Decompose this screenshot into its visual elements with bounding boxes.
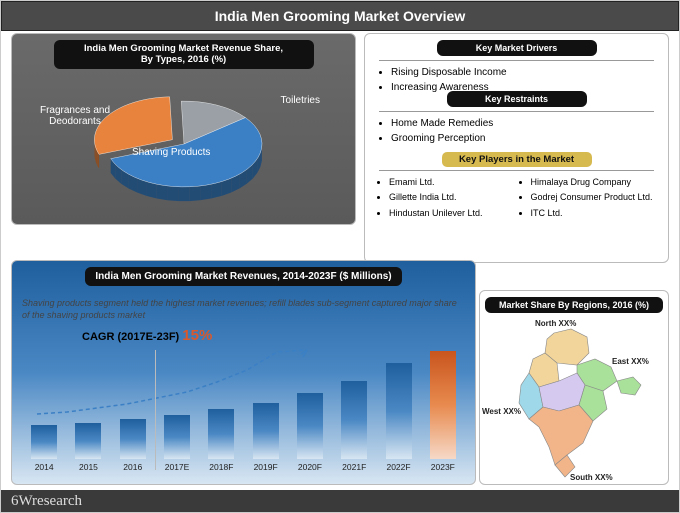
cagr-text: CAGR (2017E-23F): [82, 331, 179, 343]
pie-slice-label: Toiletries: [281, 95, 320, 106]
text-panel: Key Market Drivers Rising Disposable Inc…: [364, 33, 669, 263]
bar: [164, 415, 190, 459]
pie-slice-label: Fragrances and Deodorants: [30, 105, 120, 127]
bar-col: 2019F: [243, 403, 287, 472]
drivers-title: Key Market Drivers: [437, 40, 597, 56]
players-right: Himalaya Drug Company Godrej Consumer Pr…: [517, 175, 659, 221]
bar-year-label: 2015: [79, 462, 98, 472]
bar-year-label: 2017E: [165, 462, 190, 472]
bar-col: 2018F: [199, 409, 243, 472]
bar-year-label: 2018F: [209, 462, 233, 472]
pie-panel: India Men Grooming Market Revenue Share,…: [11, 33, 356, 225]
bar: [253, 403, 279, 459]
players-columns: Emami Ltd. Gillette India Ltd. Hindustan…: [365, 173, 668, 223]
list-item: Emami Ltd.: [389, 175, 517, 190]
footer-brand: 6Wresearch: [1, 490, 679, 512]
map-title: Market Share By Regions, 2016 (%): [485, 297, 663, 313]
list-item: Hindustan Unilever Ltd.: [389, 206, 517, 221]
bar: [386, 363, 412, 459]
list-item: Himalaya Drug Company: [531, 175, 659, 190]
map-region-label: West XX%: [482, 407, 521, 416]
bar-year-label: 2022F: [386, 462, 410, 472]
bar-year-label: 2019F: [254, 462, 278, 472]
map-panel: Market Share By Regions, 2016 (%) North …: [479, 290, 669, 485]
bars-area: 2014 2015 2016 2017E 2018F 2019F 2020F 2021F 202…: [22, 346, 465, 486]
bar: [120, 419, 146, 459]
bar-col: 2014: [22, 425, 66, 472]
players-title: Key Players in the Market: [442, 152, 592, 167]
page-title: India Men Grooming Market Overview: [1, 1, 679, 31]
bar: [31, 425, 57, 459]
bar: [341, 381, 367, 459]
cagr-value: 15%: [182, 327, 212, 344]
restraints-list: Home Made Remedies Grooming Perception: [365, 114, 668, 148]
map-region-label: North XX%: [535, 319, 576, 328]
divider-line: [379, 170, 654, 171]
divider-line: [379, 60, 654, 61]
bars-row: 2014 2015 2016 2017E 2018F 2019F 2020F 2021F 202…: [22, 362, 465, 472]
restraints-title: Key Restraints: [447, 91, 587, 107]
bar-col: 2016: [111, 419, 155, 472]
map-region-label: East XX%: [612, 357, 649, 366]
bar: [430, 351, 456, 459]
bar-body: Shaving products segment held the highes…: [12, 290, 475, 490]
bar: [297, 393, 323, 459]
bar: [208, 409, 234, 459]
bar-note: Shaving products segment held the highes…: [22, 298, 465, 321]
bar-col: 2021F: [332, 381, 376, 472]
bar-year-label: 2020F: [298, 462, 322, 472]
bar-title: India Men Grooming Market Revenues, 2014…: [85, 267, 401, 286]
bar-year-label: 2016: [123, 462, 142, 472]
bar-divider: [155, 350, 156, 470]
list-item: Home Made Remedies: [391, 116, 650, 131]
pie-slice-label: Shaving Products: [132, 147, 210, 158]
map-region-label: South XX%: [570, 473, 613, 482]
pie-chart: Fragrances and Deodorants Toiletries Sha…: [12, 69, 355, 219]
bar-col: 2023F: [421, 351, 465, 472]
bar-col: 2022F: [376, 363, 420, 472]
cagr-label: CAGR (2017E-23F) 15%: [82, 327, 465, 344]
pie-title: India Men Grooming Market Revenue Share,…: [54, 40, 314, 69]
india-map: [499, 325, 649, 480]
bar-col: 2017E: [155, 415, 199, 472]
content-area: India Men Grooming Market Revenue Share,…: [6, 31, 674, 487]
list-item: Grooming Perception: [391, 131, 650, 146]
bar-col: 2015: [66, 423, 110, 472]
list-item: Gillette India Ltd.: [389, 190, 517, 205]
bar-year-label: 2021F: [342, 462, 366, 472]
bar-year-label: 2014: [35, 462, 54, 472]
list-item: Rising Disposable Income: [391, 65, 650, 80]
players-left: Emami Ltd. Gillette India Ltd. Hindustan…: [375, 175, 517, 221]
page: India Men Grooming Market Overview India…: [0, 0, 680, 513]
map-body: North XX%East XX%West XX%South XX%: [480, 317, 668, 477]
bar-year-label: 2023F: [431, 462, 455, 472]
list-item: Godrej Consumer Product Ltd.: [531, 190, 659, 205]
bar-col: 2020F: [288, 393, 332, 472]
divider-line: [379, 111, 654, 112]
bar-panel: India Men Grooming Market Revenues, 2014…: [11, 260, 476, 485]
list-item: ITC Ltd.: [531, 206, 659, 221]
bar: [75, 423, 101, 459]
